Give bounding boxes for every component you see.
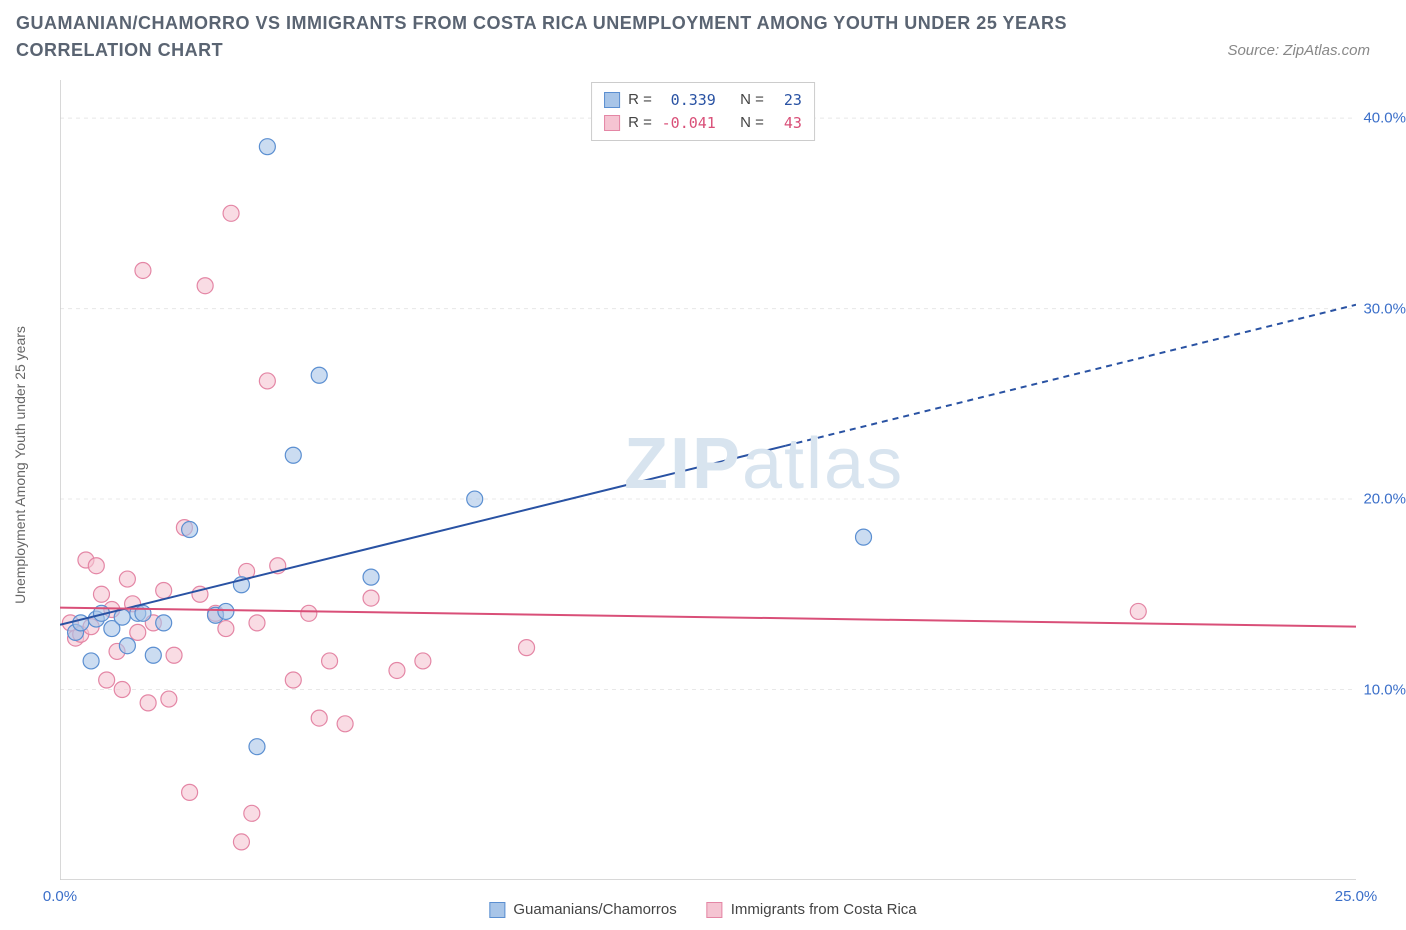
- legend-label: Guamanians/Chamorros: [513, 901, 676, 918]
- chart-header: GUAMANIAN/CHAMORRO VS IMMIGRANTS FROM CO…: [16, 10, 1390, 64]
- y-tick-label: 40.0%: [1361, 110, 1406, 127]
- x-tick-label: 0.0%: [43, 888, 77, 905]
- legend-stat-row: R = -0.041 N = 43: [604, 112, 802, 135]
- n-value: 23: [772, 89, 802, 112]
- legend-swatch: [489, 902, 505, 918]
- r-label: R =: [628, 112, 652, 135]
- y-axis-label: Unemployment Among Youth under 25 years: [12, 326, 28, 604]
- series-legend: Guamanians/Chamorros Immigrants from Cost…: [489, 901, 916, 918]
- r-value: -0.041: [660, 112, 716, 135]
- n-label: N =: [740, 112, 764, 135]
- r-value: 0.339: [660, 89, 716, 112]
- legend-swatch: [604, 92, 620, 108]
- legend-item: Guamanians/Chamorros: [489, 901, 676, 918]
- correlation-legend: R = 0.339 N = 23 R = -0.041 N = 43: [591, 82, 815, 141]
- legend-stat-row: R = 0.339 N = 23: [604, 89, 802, 112]
- legend-item: Immigrants from Costa Rica: [707, 901, 917, 918]
- legend-label: Immigrants from Costa Rica: [731, 901, 917, 918]
- y-tick-label: 10.0%: [1361, 681, 1406, 698]
- y-tick-label: 30.0%: [1361, 300, 1406, 317]
- r-label: R =: [628, 89, 652, 112]
- y-tick-label: 20.0%: [1361, 491, 1406, 508]
- chart-title: GUAMANIAN/CHAMORRO VS IMMIGRANTS FROM CO…: [16, 10, 1136, 64]
- legend-swatch: [604, 115, 620, 131]
- scatter-plot: [60, 80, 1356, 880]
- n-value: 43: [772, 112, 802, 135]
- chart-container: ZIPatlas 10.0%20.0%30.0%40.0% 0.0%25.0%: [60, 80, 1356, 880]
- source-attribution: Source: ZipAtlas.com: [1227, 42, 1370, 59]
- x-tick-label: 25.0%: [1335, 888, 1378, 905]
- legend-swatch: [707, 902, 723, 918]
- n-label: N =: [740, 89, 764, 112]
